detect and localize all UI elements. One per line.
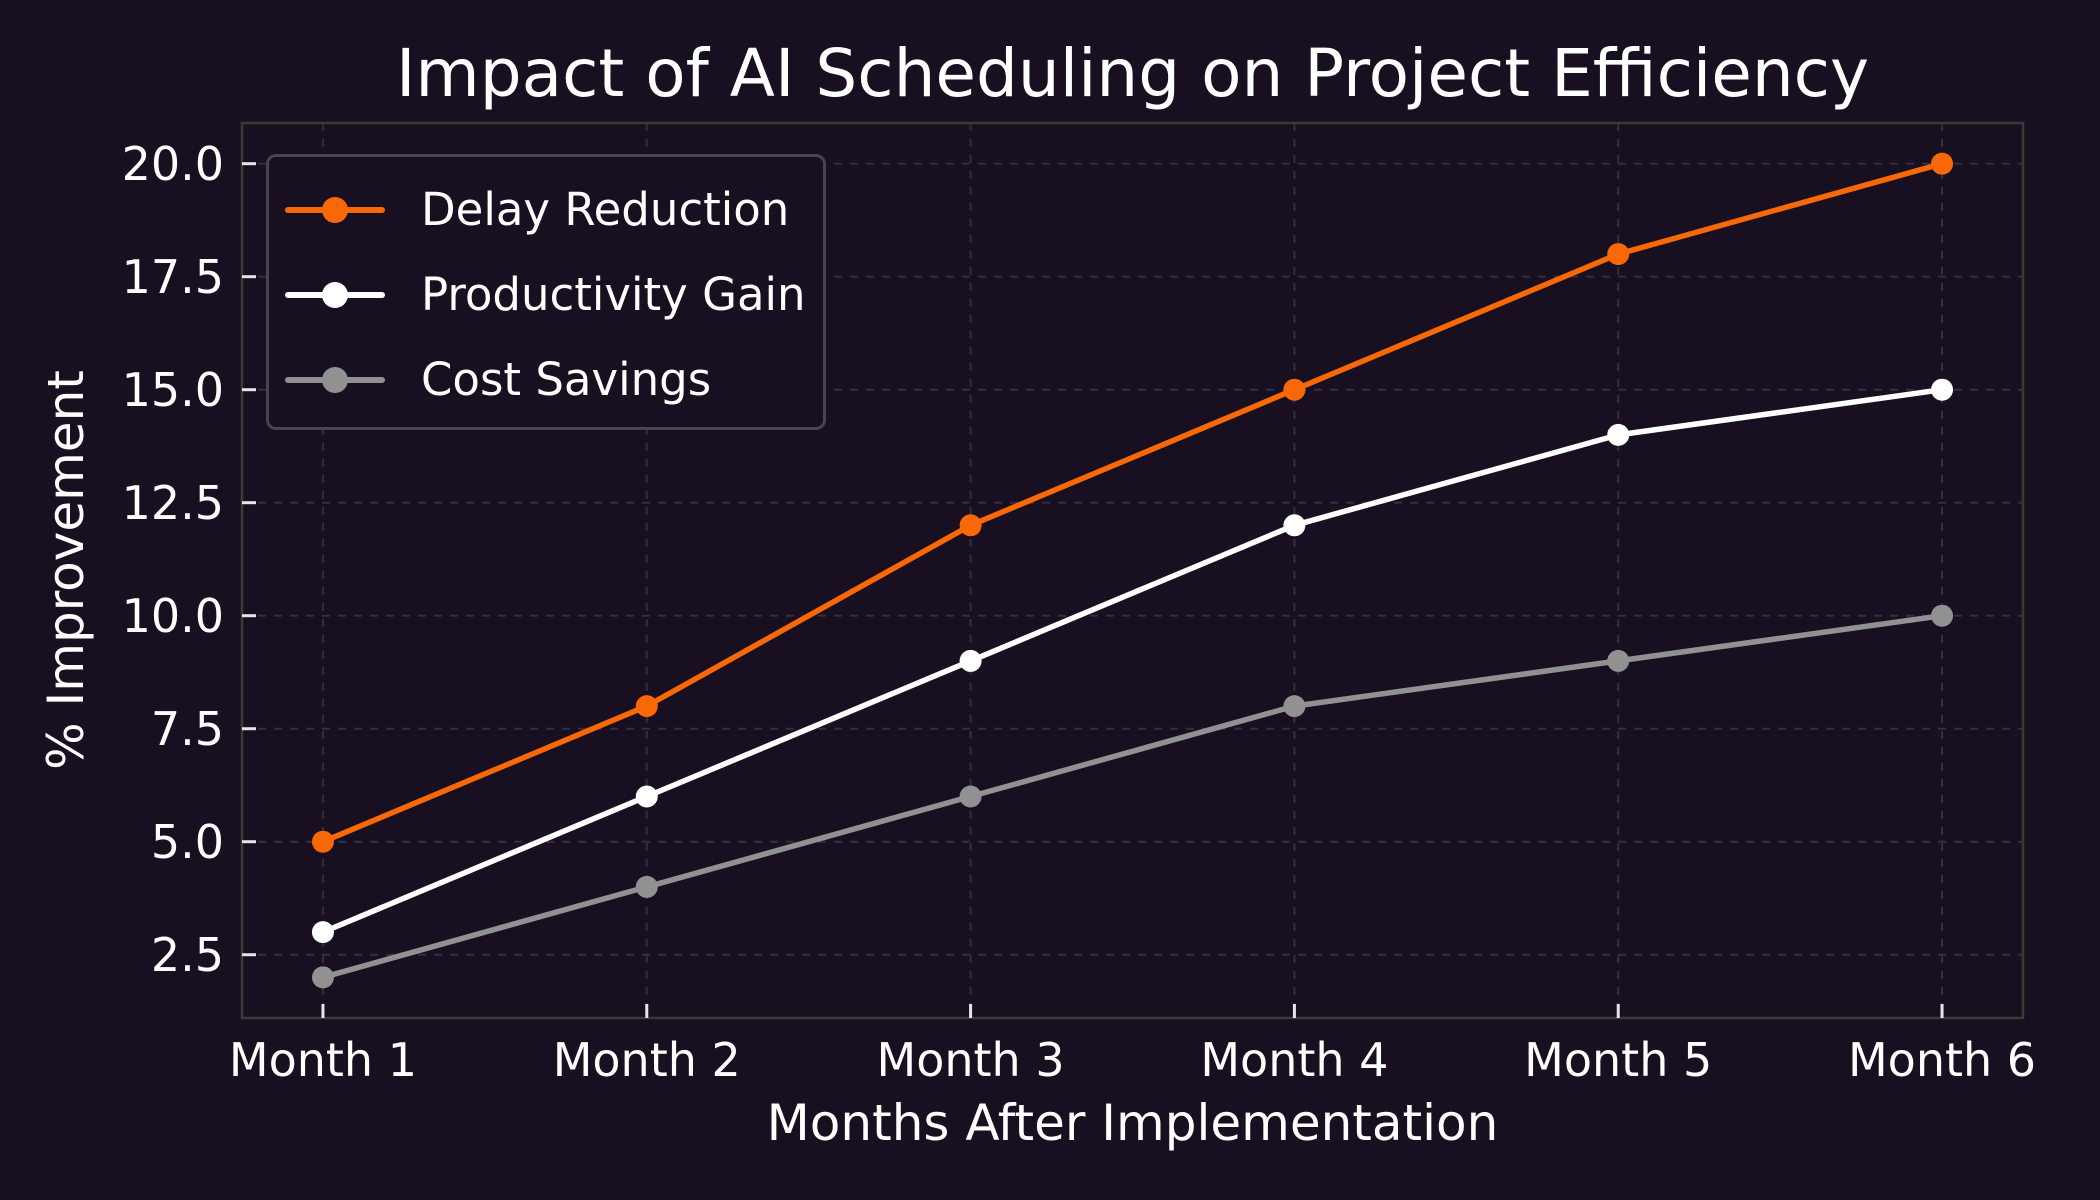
data-point-delay-reduction xyxy=(959,514,982,537)
line-marker-icon xyxy=(285,196,385,224)
data-point-productivity-gain xyxy=(959,649,982,672)
legend-dot-icon xyxy=(322,196,348,223)
axes-spines xyxy=(240,121,2025,1020)
data-point-cost-savings xyxy=(311,966,334,989)
y-tick-label: 7.5 xyxy=(150,701,224,756)
x-axis-label: Months After Implementation xyxy=(766,1094,1499,1152)
x-tick-label: Month 1 xyxy=(228,1033,417,1087)
data-point-cost-savings xyxy=(635,875,658,898)
data-point-productivity-gain xyxy=(1607,423,1630,446)
y-axis-label: % Improvement xyxy=(37,370,95,770)
data-point-cost-savings xyxy=(1931,604,1954,627)
legend-item-delay-reduction: Delay Reduction xyxy=(285,167,823,252)
y-tick-label: 12.5 xyxy=(121,475,224,530)
data-point-delay-reduction xyxy=(1931,152,1954,175)
data-point-cost-savings xyxy=(1607,649,1630,672)
x-tick-label: Month 2 xyxy=(552,1033,741,1087)
series-line-cost-savings xyxy=(320,612,1945,981)
series-line-delay-reduction xyxy=(320,160,1945,845)
y-tick-label: 20.0 xyxy=(121,136,224,191)
legend-label: Delay Reduction xyxy=(421,183,790,236)
y-tick-label: 5.0 xyxy=(150,814,224,869)
legend-label: Cost Savings xyxy=(421,353,712,406)
y-tick-label: 2.5 xyxy=(150,927,224,982)
x-tick-label: Month 6 xyxy=(1847,1033,2037,1087)
data-point-productivity-gain xyxy=(311,921,334,944)
series-line-productivity-gain xyxy=(320,386,1945,935)
data-point-cost-savings xyxy=(1283,695,1306,718)
data-point-productivity-gain xyxy=(1283,514,1306,537)
legend-label: Productivity Gain xyxy=(421,268,806,321)
x-tick-label: Month 5 xyxy=(1524,1033,1713,1087)
y-tick-label: 10.0 xyxy=(121,588,224,643)
line-marker-icon xyxy=(285,366,385,394)
legend-dot-icon xyxy=(322,366,348,393)
line-marker-icon xyxy=(285,281,385,309)
legend-dot-icon xyxy=(322,281,348,308)
data-point-delay-reduction xyxy=(1607,243,1630,266)
data-point-delay-reduction xyxy=(1283,378,1306,401)
legend: Delay Reduction Productivity Gain Cost S… xyxy=(266,154,826,430)
x-tick-label: Month 3 xyxy=(876,1033,1065,1087)
data-point-delay-reduction xyxy=(311,830,334,853)
legend-item-productivity-gain: Productivity Gain xyxy=(285,252,823,337)
y-tick-label: 17.5 xyxy=(121,249,224,304)
chart-title: Impact of AI Scheduling on Project Effic… xyxy=(395,35,1870,112)
data-point-productivity-gain xyxy=(1931,378,1954,401)
legend-item-cost-savings: Cost Savings xyxy=(285,337,823,422)
x-tick-label: Month 4 xyxy=(1200,1033,1389,1087)
data-point-cost-savings xyxy=(959,785,982,808)
data-point-delay-reduction xyxy=(635,695,658,718)
y-tick-label: 15.0 xyxy=(121,362,224,417)
data-point-productivity-gain xyxy=(635,785,658,808)
